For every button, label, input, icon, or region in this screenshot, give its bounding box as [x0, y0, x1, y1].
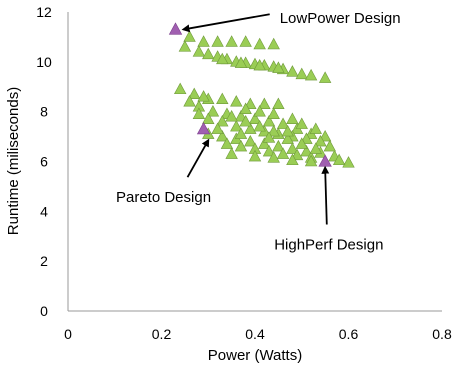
design-point	[216, 92, 229, 105]
x-tick-labels: 0 0.2 0.4 0.6 0.8	[64, 326, 452, 342]
design-point	[216, 129, 229, 142]
annotation-label: HighPerf Design	[274, 236, 383, 253]
design-point	[239, 115, 252, 127]
design-point	[230, 119, 243, 132]
design-point	[202, 47, 215, 60]
design-point	[309, 122, 322, 134]
design-point	[262, 131, 276, 143]
y-tick-label: 8	[40, 104, 48, 120]
design-point	[309, 142, 322, 154]
design-point	[230, 95, 243, 107]
design-point	[295, 67, 308, 80]
y-tick-label: 6	[40, 154, 48, 170]
design-point	[192, 107, 206, 119]
design-point	[253, 37, 266, 50]
x-tick-label: 0.6	[339, 326, 359, 342]
design-point	[248, 149, 262, 162]
x-tick-label: 0.2	[152, 326, 172, 342]
design-point	[276, 117, 290, 129]
design-point	[314, 134, 327, 147]
design-point	[220, 137, 234, 149]
design-point	[286, 112, 299, 124]
design-point	[253, 58, 266, 71]
design-point	[267, 151, 280, 163]
design-point	[281, 124, 294, 137]
design-point	[225, 147, 238, 159]
design-point	[300, 144, 313, 157]
design-point	[262, 144, 276, 157]
x-axis-title: Power (Watts)	[208, 347, 302, 364]
design-point	[188, 87, 201, 100]
design-point	[295, 117, 308, 129]
y-axis-title: Runtime (miliseconds)	[5, 87, 22, 235]
y-tick-label: 10	[36, 54, 52, 70]
design-point	[216, 52, 229, 65]
design-point	[211, 122, 224, 134]
highlighted-design-point	[168, 22, 183, 35]
design-point	[225, 110, 238, 122]
design-point	[267, 107, 280, 119]
design-point	[178, 40, 192, 52]
design-point	[304, 68, 318, 81]
design-point	[276, 147, 290, 159]
design-point	[239, 35, 252, 47]
design-point	[206, 105, 220, 117]
x-tick-label: 0	[64, 326, 72, 342]
design-point	[272, 139, 285, 152]
annotation-arrow	[186, 138, 210, 178]
design-point	[173, 82, 187, 95]
design-point	[253, 119, 266, 132]
design-point	[318, 71, 332, 83]
design-point	[295, 137, 308, 149]
design-point	[342, 156, 355, 168]
design-point	[244, 122, 257, 134]
y-tick-labels: 0 2 4 6 8 10 12	[36, 4, 52, 319]
y-tick-label: 4	[40, 203, 48, 219]
design-point	[267, 124, 280, 137]
design-point	[281, 132, 294, 144]
y-tick-label: 0	[40, 303, 48, 319]
x-tick-label: 0.8	[432, 326, 452, 342]
design-point	[286, 153, 299, 166]
design-point	[323, 139, 337, 152]
design-point	[183, 30, 196, 42]
design-point	[258, 97, 271, 109]
design-point	[239, 102, 252, 114]
design-point	[262, 115, 276, 127]
y-tick-label: 2	[40, 253, 48, 269]
design-point	[234, 139, 248, 152]
design-point	[234, 127, 248, 139]
annotation-label: LowPower Design	[280, 10, 401, 27]
design-point	[258, 137, 271, 149]
highlighted-design-point	[196, 121, 211, 135]
data-points	[168, 22, 355, 168]
design-point	[225, 35, 238, 47]
design-point	[248, 112, 262, 124]
design-point	[202, 112, 215, 124]
annotation-arrow	[321, 165, 330, 225]
design-point	[192, 45, 206, 57]
design-point	[216, 115, 229, 127]
design-point	[286, 142, 299, 154]
design-point	[234, 56, 248, 68]
design-point	[197, 90, 210, 102]
annotations: LowPower Design Pareto Design HighPerf Des…	[116, 10, 401, 253]
design-point	[286, 65, 299, 77]
design-point	[272, 97, 285, 109]
design-point	[267, 37, 280, 50]
design-point	[304, 154, 318, 167]
design-point	[244, 134, 257, 147]
design-point	[211, 35, 224, 47]
x-tick-label: 0.4	[245, 326, 265, 342]
y-tick-label: 12	[36, 4, 52, 20]
annotation-label: Pareto Design	[116, 189, 211, 206]
design-point	[183, 95, 196, 107]
design-point	[332, 153, 346, 166]
annotation-arrow	[181, 13, 270, 33]
design-point	[272, 61, 285, 73]
design-point	[253, 105, 266, 117]
design-point	[197, 35, 210, 47]
